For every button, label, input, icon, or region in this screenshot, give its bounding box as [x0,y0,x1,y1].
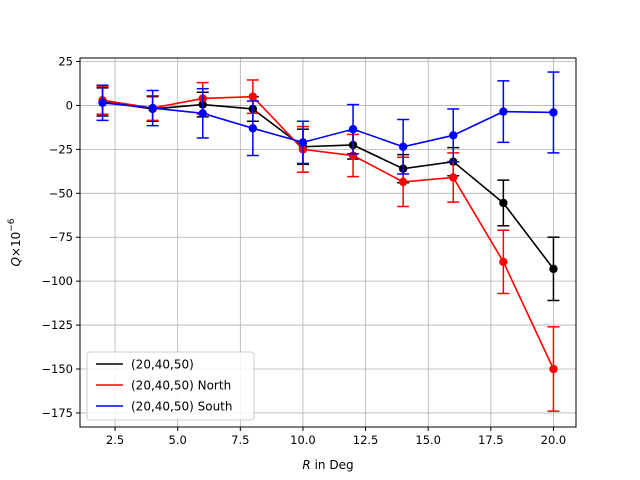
data-point [449,131,458,140]
series-line [102,101,555,270]
series-2 [96,71,560,175]
y-tick-label: −150 [41,362,73,376]
data-point [549,108,558,117]
x-tick-label: 5.0 [169,433,187,447]
data-point [549,264,558,274]
data-point [248,124,258,133]
data-point [449,173,458,182]
data-point [298,138,308,147]
series-line [102,95,555,370]
y-axis-label: Q×10−6 [7,218,23,266]
y-tick-label: −50 [49,186,73,200]
grid-layer [80,58,576,427]
y-tick-label: −25 [49,142,73,156]
data-point [198,109,207,118]
x-axis-label: R in Deg [302,458,353,472]
x-tick-label: 7.5 [231,433,249,447]
y-tick-label: 0 [66,98,73,112]
data-point [398,177,408,187]
data-point [398,142,408,151]
data-point [549,364,558,374]
series-line [102,102,554,148]
data-point [248,92,258,101]
y-tick-label: −100 [41,274,73,288]
x-tick-label: 15.0 [415,433,441,447]
data-point [499,107,508,116]
ticks-layer: 2.5 5.0 7.5 10.0 12.5 15.0 17.5 20.0 25 0 −25 −50 −7… [41,55,566,447]
x-tick-label: 20.0 [541,433,567,447]
data-point [499,198,508,208]
data-point [499,257,508,267]
y-tick-label: −175 [41,406,73,420]
legend: (20,40,50) (20,40,50) North (20,40,50) Sou… [86,351,255,421]
y-tick-label: −75 [49,230,73,244]
legend-box [86,351,255,421]
x-tick-label: 17.5 [478,433,504,447]
legend-label: (20,40,50) [131,358,194,372]
series-0 [96,87,560,302]
data-point [348,124,358,134]
data-point [98,98,107,108]
y-tick-label: 25 [58,55,73,69]
legend-label: (20,40,50) South [131,400,233,414]
plot-frame [79,57,577,428]
legend-label: (20,40,50) North [131,379,231,393]
x-tick-label: 12.5 [353,433,379,447]
series-layer [96,71,560,412]
data-point [148,103,157,113]
x-tick-label: 2.5 [106,433,124,447]
x-tick-label: 10.0 [290,433,316,447]
y-tick-label: −125 [41,318,73,332]
